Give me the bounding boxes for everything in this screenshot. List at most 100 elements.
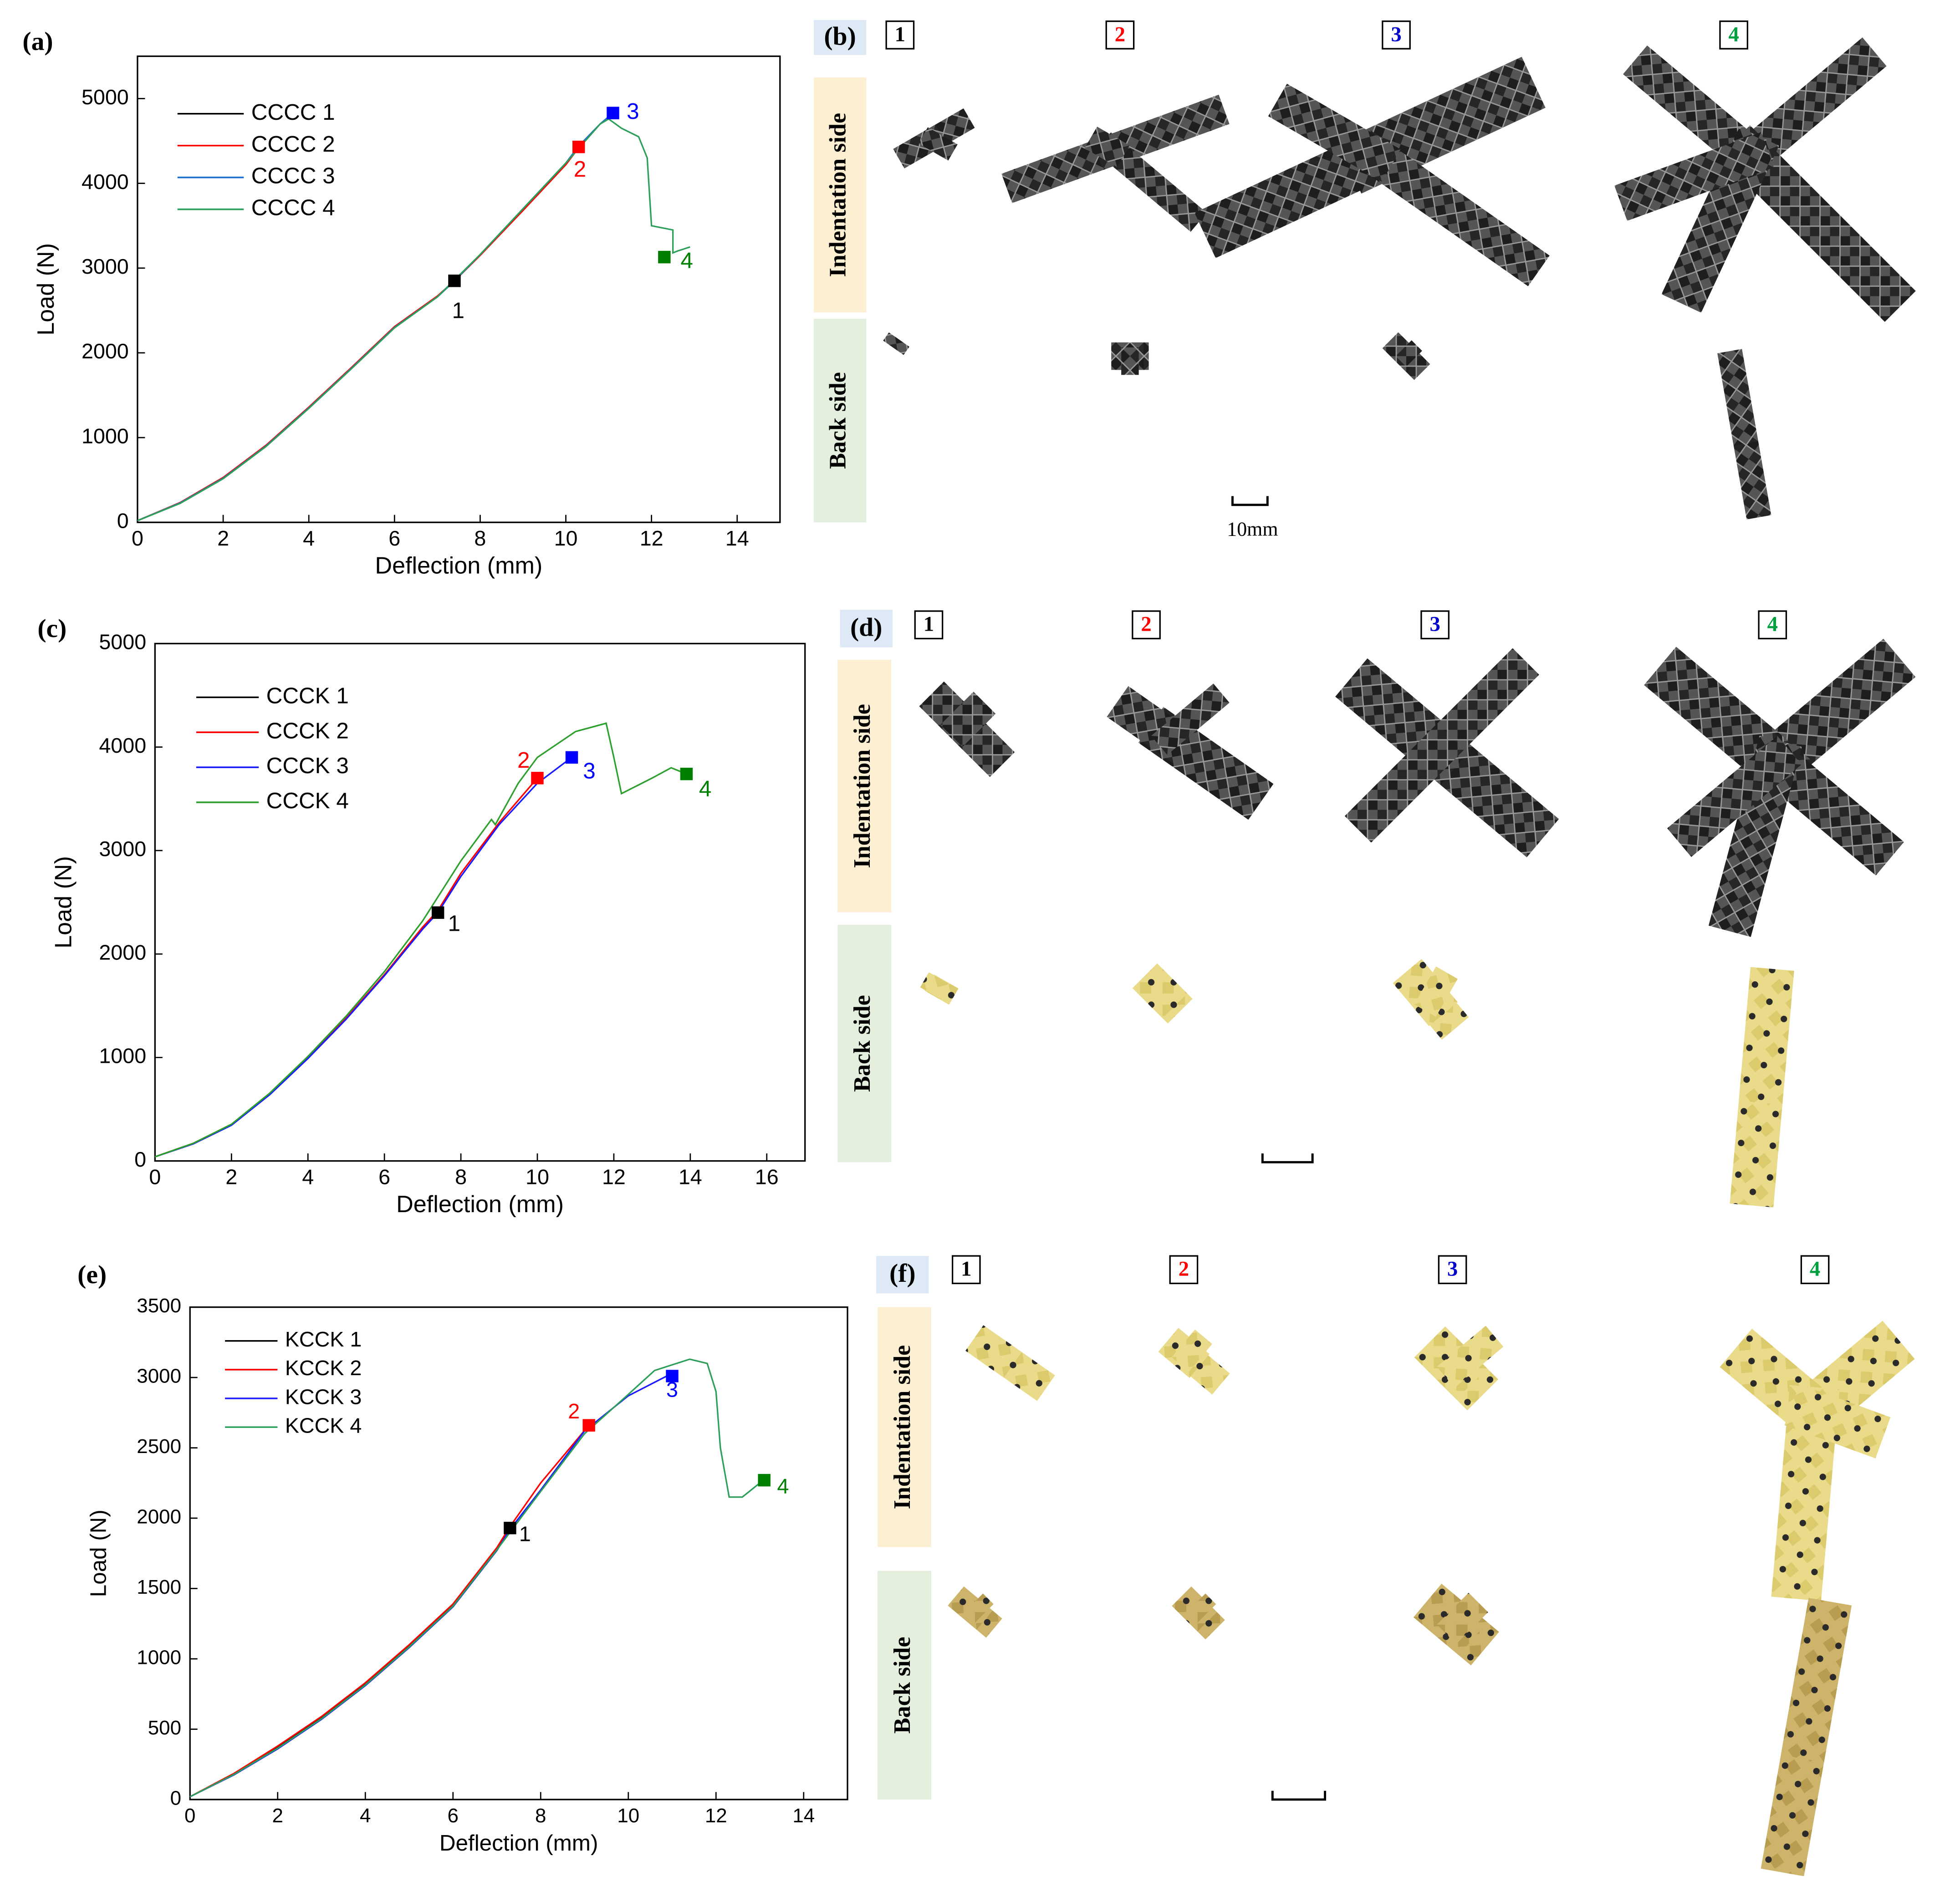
series-line <box>154 757 572 1158</box>
row-label: Indentation side <box>849 704 875 868</box>
series-line <box>137 112 614 521</box>
x-tick-label: 6 <box>388 526 400 550</box>
legend-label: KCCK 2 <box>285 1356 362 1380</box>
specimen-arm <box>1187 1593 1216 1623</box>
x-tick-label: 6 <box>378 1165 390 1188</box>
specimen-photo <box>1194 56 1550 286</box>
specimen-photo <box>1717 349 1771 520</box>
point-label: 1 <box>448 911 460 936</box>
x-tick-label: 14 <box>792 1805 815 1827</box>
specimen-arm <box>965 1325 1022 1378</box>
column-label: 3 <box>1391 22 1401 46</box>
row-box <box>877 1307 931 1547</box>
specimen-photo <box>1730 967 1794 1208</box>
specimen-arm <box>1084 127 1130 167</box>
legend-label: CCCK 3 <box>266 753 349 778</box>
legend-label: KCCK 3 <box>285 1385 362 1408</box>
y-tick-label: 1000 <box>82 424 129 448</box>
column-label: 2 <box>1141 612 1151 636</box>
series-line <box>189 1425 590 1798</box>
panel-label: (b) <box>824 22 856 51</box>
series-line <box>154 912 439 1158</box>
specimen-photo <box>883 332 909 355</box>
column-label: 1 <box>961 1257 971 1281</box>
specimen-photo <box>919 681 1015 777</box>
x-tick-label: 0 <box>149 1165 161 1188</box>
y-tick-label: 0 <box>134 1147 146 1171</box>
x-tick-label: 8 <box>455 1165 467 1188</box>
legend-label: CCCK 2 <box>266 718 349 743</box>
series-line <box>137 118 690 521</box>
point-marker <box>565 751 578 764</box>
panel-label: (f) <box>889 1259 916 1288</box>
y-tick-label: 1000 <box>137 1647 181 1669</box>
specimen-arm <box>1344 723 1464 843</box>
column-box <box>1719 20 1749 50</box>
point-marker <box>448 274 461 287</box>
point-label: 2 <box>568 1399 580 1423</box>
x-tick-label: 10 <box>526 1165 549 1188</box>
legend-label: CCCK 1 <box>266 683 349 708</box>
specimen-photo <box>1761 1598 1852 1877</box>
y-tick-label: 0 <box>170 1787 181 1810</box>
point-marker <box>680 767 693 780</box>
specimen-photo <box>1614 37 1916 322</box>
plot-frame <box>189 1306 848 1800</box>
column-box <box>1105 20 1135 50</box>
specimen-arm <box>920 972 949 999</box>
x-tick-label: 2 <box>225 1165 237 1188</box>
y-tick-label: 2000 <box>137 1506 181 1528</box>
specimen-photo <box>1158 1328 1230 1395</box>
column-box <box>1438 1255 1467 1285</box>
x-tick-label: 16 <box>755 1165 779 1188</box>
specimen-photo <box>1414 1326 1504 1411</box>
row-box <box>813 318 867 523</box>
y-tick-label: 5000 <box>99 630 146 654</box>
panel-label: (a) <box>22 27 53 56</box>
x-tick-label: 12 <box>602 1165 626 1188</box>
point-label: 1 <box>452 298 464 323</box>
row-label: Indentation side <box>825 113 851 277</box>
x-tick-label: 4 <box>302 1165 314 1188</box>
panel-label-bg <box>840 610 893 648</box>
row-label: Back side <box>889 1637 915 1734</box>
x-tick-label: 2 <box>217 526 229 550</box>
point-marker <box>758 1474 771 1487</box>
y-tick-label: 1500 <box>137 1576 181 1598</box>
point-label: 4 <box>699 776 711 801</box>
x-tick-label: 14 <box>679 1165 702 1188</box>
y-tick-label: 3000 <box>137 1365 181 1387</box>
specimen-photo <box>1720 1321 1915 1601</box>
x-tick-label: 2 <box>272 1805 283 1827</box>
column-box <box>1169 1255 1199 1285</box>
x-axis-label: Deflection (mm) <box>439 1831 598 1856</box>
point-marker <box>607 107 619 119</box>
specimen-arm <box>1708 735 1802 937</box>
y-axis-label: Load (N) <box>50 856 77 948</box>
y-tick-label: 3000 <box>99 837 146 861</box>
panel-label: (c) <box>37 614 66 643</box>
x-tick-label: 10 <box>554 526 578 550</box>
column-box <box>1132 610 1161 640</box>
plot-frame <box>137 55 781 523</box>
series-line <box>189 1358 765 1798</box>
y-tick-label: 500 <box>148 1717 181 1739</box>
legend-label: KCCK 1 <box>285 1327 362 1351</box>
point-marker <box>582 1419 595 1432</box>
specimen-photo <box>1172 1586 1225 1640</box>
point-label: 2 <box>574 157 586 182</box>
specimen-photo <box>1132 963 1193 1024</box>
column-label: 4 <box>1767 612 1778 636</box>
y-tick-label: 1000 <box>99 1044 146 1068</box>
x-tick-label: 0 <box>132 526 143 550</box>
legend-label: CCCC 1 <box>251 100 335 125</box>
row-box <box>837 660 892 913</box>
column-label: 2 <box>1179 1257 1189 1281</box>
x-tick-label: 12 <box>640 526 664 550</box>
x-tick-label: 6 <box>448 1805 459 1827</box>
specimen-arm <box>1437 1326 1504 1388</box>
point-label: 2 <box>517 748 530 773</box>
specimen-arm <box>1095 132 1207 232</box>
x-tick-label: 8 <box>535 1805 546 1827</box>
